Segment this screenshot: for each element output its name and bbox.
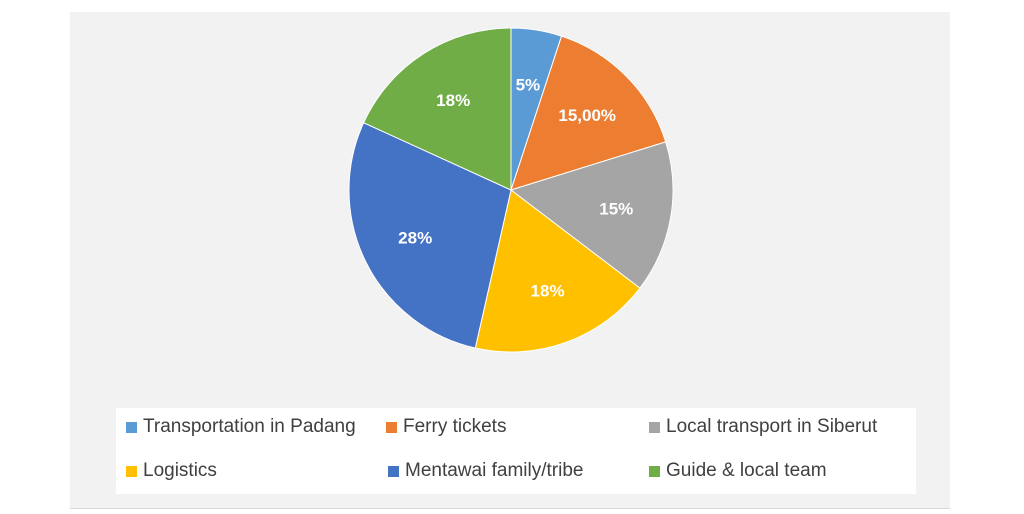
pie-slice-logistics [474, 189, 641, 353]
legend-item-transportation-in-padang: Transportation in Padang [126, 416, 356, 438]
legend-label: Ferry tickets [403, 416, 507, 437]
legend-swatch-icon [649, 421, 660, 433]
pie-slice-ferry-tickets [510, 35, 667, 191]
pie-slice-local-transport-in-siberut [509, 141, 674, 289]
legend-item-ferry-tickets: Ferry tickets [386, 416, 506, 438]
legend-label: Local transport in Siberut [666, 416, 878, 437]
legend-swatch-icon [649, 465, 660, 477]
data-label-local-transport-in-siberut: 15% [599, 200, 633, 219]
data-label-mentawai-family-tribe: 28% [398, 228, 432, 247]
legend: Transportation in Padang Ferry tickets L… [116, 408, 916, 494]
pie-slices [348, 27, 674, 353]
legend-item-guide-local-team: Guide & local team [649, 460, 827, 482]
data-label-logistics: 18% [531, 281, 565, 300]
legend-swatch-icon [386, 421, 397, 433]
data-label-ferry-tickets: 15,00% [558, 106, 616, 125]
legend-label: Logistics [143, 460, 217, 481]
legend-item-mentawai-family-tribe: Mentawai family/tribe [388, 460, 583, 482]
legend-swatch-icon [388, 465, 399, 477]
pie-slice-mentawai-family-tribe [348, 122, 512, 349]
legend-swatch-icon [126, 421, 137, 433]
legend-swatch-icon [126, 465, 137, 477]
legend-item-local-transport-in-siberut: Local transport in Siberut [649, 416, 877, 438]
pie-data-labels: 5% 15,00% 15% 18% 28% 18% [398, 75, 633, 300]
data-label-transportation-in-padang: 5% [516, 75, 541, 94]
legend-label: Transportation in Padang [143, 416, 356, 437]
pie-slice-guide-local-team [362, 27, 512, 191]
legend-label: Mentawai family/tribe [405, 460, 584, 481]
data-label-guide-local-team: 18% [436, 91, 470, 110]
legend-label: Guide & local team [666, 460, 827, 481]
legend-item-logistics: Logistics [126, 460, 217, 482]
